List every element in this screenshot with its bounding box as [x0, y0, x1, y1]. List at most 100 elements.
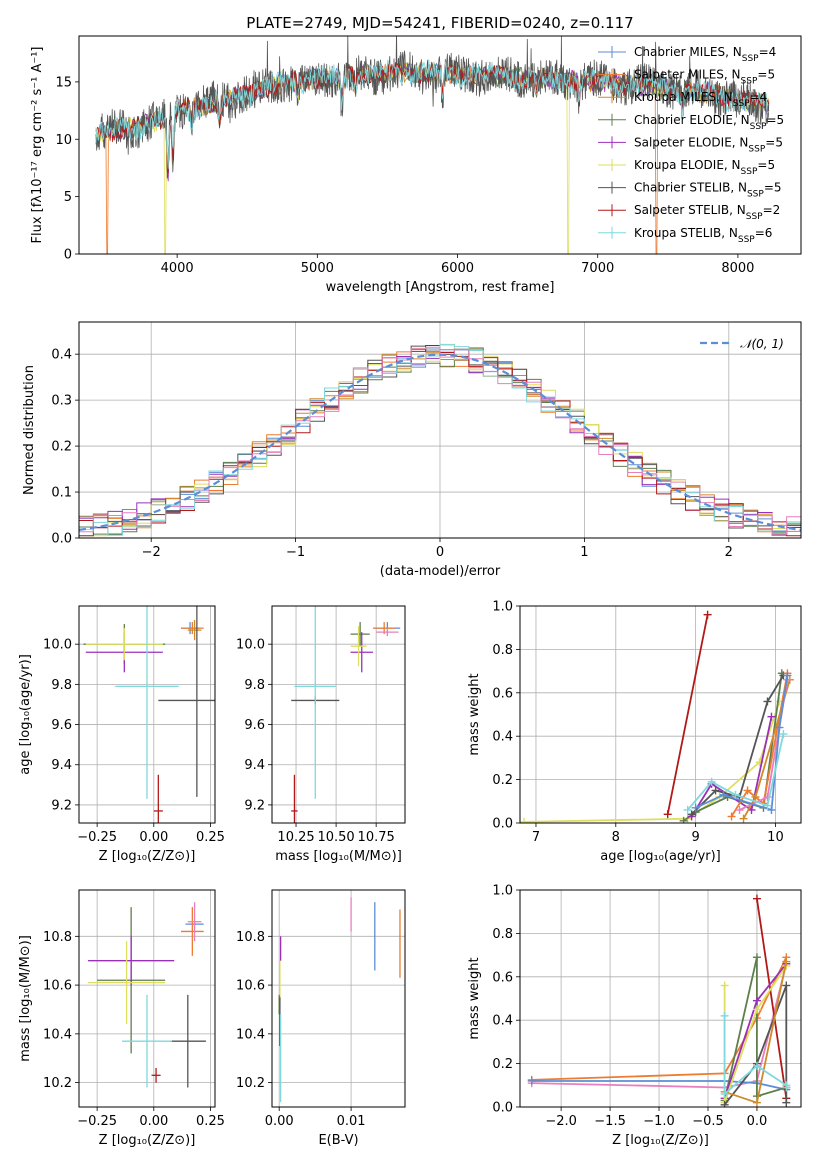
errorbar-salpeter-miles [181, 907, 204, 956]
grid-lines [272, 606, 405, 823]
histogram-series [79, 343, 801, 537]
residuals-panel: −2 −1 0 1 2 0.0 0.1 0.2 0.3 0.4 (data-model)/error… [22, 321, 802, 579]
y-axis-label: mass weight [467, 673, 482, 755]
weight-series-chabrier-miles [691, 671, 792, 814]
errorbar-kroupa-elodie [88, 941, 166, 1025]
errorbar-salpeter-stelib [151, 1067, 161, 1083]
x-tick-label: −1.5 [594, 1114, 626, 1129]
x-tick-label: −1 [286, 545, 305, 560]
x-axis-label: (data-model)/error [380, 564, 501, 579]
y-tick-label: 0.2 [492, 773, 513, 788]
errorbar-points [278, 897, 401, 1103]
x-tick-label: 0.0 [747, 1114, 768, 1129]
legend-entry: Salpeter STELIB, NSSP=2 [634, 203, 780, 222]
axes-frame [519, 605, 802, 824]
x-axis-label: Z [log₁₀(Z/Z⊙)] [612, 1133, 709, 1148]
x-tick-label: −0.5 [692, 1114, 724, 1129]
y-tick-label: 0.1 [51, 486, 72, 501]
x-tick-label: 10.50 [317, 830, 354, 845]
gaussian-legend: 𝒩(0, 1) [700, 337, 784, 351]
y-tick-label: 10 [55, 133, 72, 148]
errorbar-points [291, 606, 401, 823]
gaussian-legend-label: 𝒩(0, 1) [740, 337, 784, 351]
x-tick-label: 0.00 [139, 1114, 168, 1129]
y-tick-label: 5 [64, 190, 72, 205]
y-tick-label: 10.2 [236, 1076, 265, 1091]
x-tick-label: 10.25 [277, 830, 314, 845]
y-axis-label: mass [log₁₀(M/M⊙)] [18, 935, 33, 1062]
x-tick-label: 10.75 [358, 830, 395, 845]
y-tick-label: 10.0 [236, 638, 265, 653]
errorbar-kroupa-stelib [115, 606, 179, 799]
y-tick-label: 10.8 [43, 930, 72, 945]
weight-line [723, 984, 788, 1106]
y-tick-label: 0.6 [492, 686, 513, 701]
y-tick-label: 9.2 [51, 798, 72, 813]
y-tick-label: 9.8 [244, 678, 265, 693]
x-axis-label: mass [log₁₀(M/M⊙)] [275, 849, 402, 864]
y-tick-label: 0.8 [492, 927, 513, 942]
errorbar-kroupa-miles [187, 620, 202, 641]
axes-frame [78, 321, 802, 539]
x-tick-label: 7 [532, 830, 540, 845]
weight-series-kroupa-miles [739, 675, 794, 823]
weight-line [756, 898, 788, 1099]
x-tick-label: 6000 [441, 261, 474, 276]
errorbar-kroupa-elodie [350, 626, 367, 667]
x-tick-label: 9 [691, 830, 699, 845]
y-tick-label: 0.4 [492, 730, 513, 745]
age-vs-mass-panel: 10.25 10.50 10.75 9.2 9.4 9.6 9.8 10.0 mass [log… [236, 605, 406, 864]
spectrum-panel: 4000 5000 6000 7000 8000 0 5 10 15 wavelength [An… [30, 35, 802, 295]
y-tick-label: 10.6 [43, 979, 72, 994]
x-tick-label: 7000 [581, 261, 614, 276]
errorbar-salpeter-stelib [291, 774, 298, 823]
y-tick-label: 10.6 [236, 979, 265, 994]
legend-entry: Kroupa STELIB, NSSP=6 [634, 226, 772, 245]
y-tick-label: 10.4 [236, 1027, 265, 1042]
y-tick-label: 9.6 [244, 718, 265, 733]
y-tick-label: 0.3 [51, 394, 72, 409]
legend-entry: Chabrier MILES, NSSP=4 [634, 45, 776, 64]
weight-line [531, 1080, 787, 1091]
mass-weight-vs-metallicity-panel: −2.0 −1.5 −1.0 −0.5 0.0 0.0 0.2 0.4 0.6 0.8 1.0 Z [… [467, 884, 802, 1148]
age-vs-metallicity-panel: −0.25 0.00 0.25 9.2 9.4 9.6 9.8 10.0 Z [log₁₀(Z/… [18, 605, 225, 864]
y-tick-label: 10.0 [43, 638, 72, 653]
x-tick-label: −1.0 [643, 1114, 675, 1129]
y-tick-label: 0.0 [492, 817, 513, 832]
y-tick-label: 9.4 [244, 758, 265, 773]
weight-line [666, 614, 709, 815]
x-axis-label: age [log₁₀(age/yr)] [600, 849, 721, 864]
x-tick-label: 1 [580, 545, 588, 560]
legend-entry: Kroupa ELODIE, NSSP=5 [634, 158, 775, 177]
weight-series-kroupa-stelib [720, 1011, 791, 1098]
y-tick-label: 9.8 [51, 678, 72, 693]
errorbar-pink [376, 628, 399, 637]
legend-entry: Salpeter ELODIE, NSSP=5 [634, 135, 783, 154]
errorbar-pink [187, 902, 202, 942]
legend-entry: Kroupa MILES, NSSP=4 [634, 90, 767, 109]
x-tick-label: −2.0 [545, 1114, 577, 1129]
y-tick-label: 1.0 [492, 884, 513, 899]
weight-series-kroupa-elodie [520, 697, 784, 823]
axes-frame [78, 35, 802, 255]
errorbar-points [83, 606, 215, 823]
spectrum-legend: Chabrier MILES, NSSP=4 Salpeter MILES, NS… [598, 45, 784, 245]
y-tick-label: 10.4 [43, 1027, 72, 1042]
y-tick-label: 0.6 [492, 970, 513, 985]
gaussian-reference-curve [79, 353, 801, 531]
x-axis-label: wavelength [Angstrom, rest frame] [326, 280, 555, 295]
errorbar-points [88, 902, 206, 1088]
mass-vs-metallicity-panel: −0.25 0.00 0.25 10.2 10.4 10.6 10.8 Z [log₁₀(Z/… [18, 889, 225, 1148]
axes-frame [519, 889, 802, 1108]
x-tick-label: 0.00 [265, 1114, 294, 1129]
y-tick-label: 0.4 [492, 1014, 513, 1029]
weight-series [520, 610, 794, 823]
y-tick-label: 9.2 [244, 798, 265, 813]
y-axis-label: age [log₁₀(age/yr)] [18, 654, 33, 775]
y-axis-label: Flux [fλ10⁻¹⁷ erg cm⁻² s⁻¹ A⁻¹] [30, 47, 45, 244]
y-axis-label: mass weight [467, 957, 482, 1039]
x-tick-label: 4000 [161, 261, 194, 276]
x-tick-label: 0.25 [196, 830, 225, 845]
spectrum-line-chabrier-stelib [95, 36, 770, 179]
